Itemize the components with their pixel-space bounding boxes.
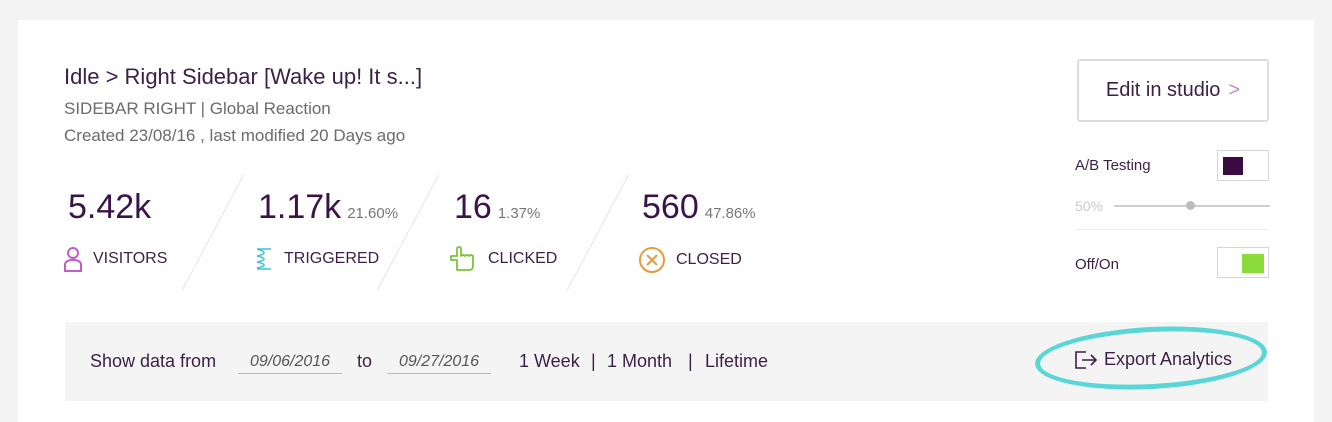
chevron-right-icon: >	[1228, 79, 1241, 101]
edit-in-studio-button[interactable]: Edit in studio >	[1077, 59, 1269, 122]
campaign-title: Idle > Right Sidebar [Wake up! It s...]	[64, 64, 423, 89]
range-separator: |	[591, 351, 596, 371]
range-1-month[interactable]: 1 Month	[607, 351, 673, 371]
range-lifetime[interactable]: Lifetime	[705, 351, 769, 371]
export-icon	[1075, 350, 1098, 369]
ab-split-slider-handle[interactable]	[1186, 201, 1195, 210]
range-1-week[interactable]: 1 Week	[519, 351, 580, 371]
clicked-value: 16	[454, 188, 492, 226]
export-analytics-button[interactable]: Export Analytics	[1074, 349, 1232, 370]
range-separator: |	[688, 351, 693, 371]
off-on-toggle[interactable]	[1217, 247, 1269, 278]
campaign-card: Idle > Right Sidebar [Wake up! It s...] …	[18, 20, 1314, 422]
triggered-label: TRIGGERED	[284, 250, 380, 267]
closed-label-group: CLOSED	[638, 246, 742, 274]
visitors-label: VISITORS	[93, 250, 168, 267]
to-label: to	[357, 351, 373, 371]
triggered-percent: 21.60%	[347, 205, 399, 222]
stat-divider	[566, 175, 629, 290]
ab-split-percent: 50%	[1075, 198, 1104, 214]
visitors-value: 5.42k	[68, 188, 152, 226]
off-on-label: Off/On	[1075, 256, 1119, 273]
clicked-percent: 1.37%	[497, 205, 541, 222]
show-data-label: Show data from	[90, 351, 217, 371]
close-circle-icon	[639, 247, 665, 273]
visitors-count: 5.42k	[68, 190, 151, 224]
ab-testing-label: A/B Testing	[1075, 157, 1151, 174]
spring-icon	[256, 248, 271, 270]
clicked-count: 16 1.37%	[454, 190, 540, 224]
ab-testing-toggle-knob	[1223, 157, 1243, 175]
hand-pointer-icon	[450, 246, 474, 271]
person-icon	[64, 247, 82, 272]
clicked-label-group: CLICKED	[446, 246, 557, 272]
closed-percent: 47.86%	[704, 205, 756, 222]
triggered-count: 1.17k 21.60%	[258, 190, 398, 224]
triggered-label-group: TRIGGERED	[254, 246, 379, 272]
export-analytics-label: Export Analytics	[1104, 349, 1233, 369]
campaign-subtitle: SIDEBAR RIGHT | Global Reaction	[64, 99, 331, 118]
triggered-value: 1.17k	[258, 188, 342, 226]
off-on-toggle-knob	[1242, 254, 1264, 273]
visitors-label-group: VISITORS	[63, 246, 167, 272]
campaign-created-info: Created 23/08/16 , last modified 20 Days…	[64, 126, 406, 145]
ab-testing-toggle[interactable]	[1217, 150, 1269, 181]
closed-value: 560	[642, 188, 699, 226]
controls-divider	[1075, 229, 1269, 230]
edit-in-studio-label: Edit in studio	[1105, 79, 1221, 101]
clicked-label: CLICKED	[488, 250, 558, 267]
from-date-input[interactable]: 09/06/2016	[238, 353, 342, 374]
closed-label: CLOSED	[676, 251, 742, 268]
closed-count: 560 47.86%	[642, 190, 756, 224]
to-date-input[interactable]: 09/27/2016	[387, 353, 491, 374]
stat-divider	[181, 175, 244, 290]
date-filter-bar: Show data from 09/06/2016 to 09/27/2016 …	[65, 322, 1268, 401]
